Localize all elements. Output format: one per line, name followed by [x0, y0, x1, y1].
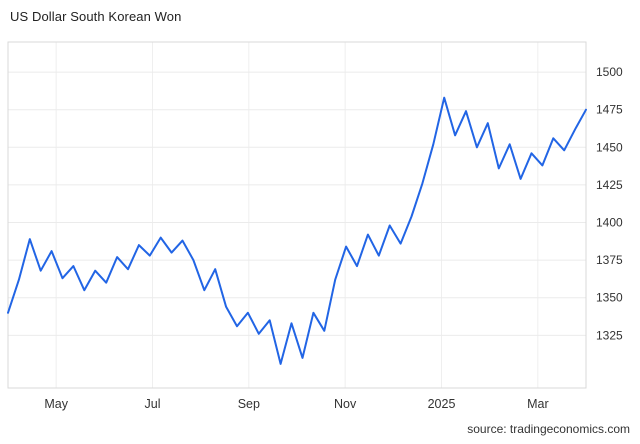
y-tick-label: 1425 — [596, 178, 623, 192]
x-tick-label: Nov — [334, 397, 357, 411]
x-tick-label: Mar — [527, 397, 549, 411]
x-tick-label: Sep — [238, 397, 260, 411]
y-tick-label: 1375 — [596, 253, 623, 267]
x-tick-label: Jul — [145, 397, 161, 411]
y-tick-label: 1475 — [596, 103, 623, 117]
series-line — [7, 96, 587, 365]
y-tick-label: 1500 — [596, 65, 623, 79]
source-attribution[interactable]: source: tradingeconomics.com — [467, 422, 630, 436]
x-tick-label: May — [44, 397, 68, 411]
y-tick-label: 1325 — [596, 328, 623, 342]
plot-border — [7, 41, 587, 389]
price-chart[interactable]: May Jul Sep Nov 2025 Mar 1325 1350 1375 1400 1425 1… — [0, 30, 640, 414]
y-tick-label: 1400 — [596, 216, 623, 230]
y-tick-label: 1450 — [596, 140, 623, 154]
x-tick-label: 2025 — [428, 397, 456, 411]
y-tick-label: 1350 — [596, 291, 623, 305]
chart-title: US Dollar South Korean Won — [10, 9, 182, 24]
